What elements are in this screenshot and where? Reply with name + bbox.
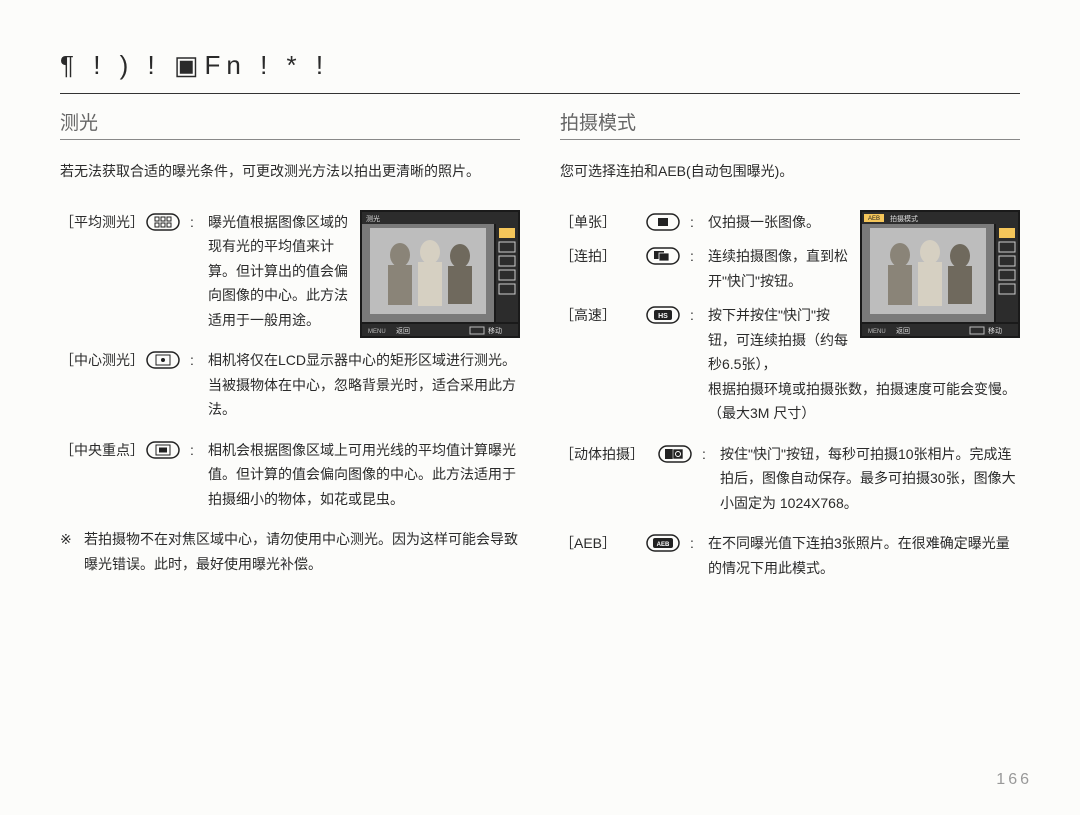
lcd-preview-right: AEB 拍摄模式 MENU 返回 移动 (860, 210, 1020, 338)
item-colon: : (190, 348, 208, 422)
svg-text:拍摄模式: 拍摄模式 (890, 214, 918, 223)
drive-top-wrap: ［单张］ : 仅拍摄一张图像。 ［连拍］ (560, 210, 1020, 377)
lcd-preview-left: 测光 MENU 返回 移动 (360, 210, 520, 338)
metering-item-2: ［中心测光］ : 相机将仅在LCD显示器中心的矩形区域进行测光。当被摄物体在中心… (60, 348, 520, 422)
page-number: 166 (996, 771, 1032, 789)
item-colon: : (690, 210, 708, 235)
columns-container: 测光 若无法获取合适的曝光条件，可更改测光方法以拍出更清晰的照片。 ［平均测光］ (60, 108, 1020, 596)
svg-text:HS: HS (658, 313, 668, 320)
drive-item-1: ［单张］ : 仅拍摄一张图像。 (560, 210, 850, 235)
item-desc: 在不同曝光值下连拍3张照片。在很难确定曝光量的情况下用此模式。 (708, 531, 1020, 580)
svg-text:AEB: AEB (657, 542, 670, 548)
item-colon: : (690, 244, 708, 293)
svg-text:MENU: MENU (868, 329, 886, 335)
item-desc: 按住"快门"按钮，每秒可拍摄10张相片。完成连拍后，图像自动保存。最多可拍摄30… (720, 442, 1020, 516)
item-label: ［AEB］ (560, 531, 646, 580)
svg-text:测光: 测光 (366, 214, 380, 223)
drive-rule (560, 139, 1020, 140)
metering-item-3: ［中央重点］ : 相机会根据图像区域上可用光线的平均值计算曝光值。但计算的值会偏… (60, 438, 520, 512)
item-desc: 相机会根据图像区域上可用光线的平均值计算曝光值。但计算的值会偏向图像的中心。此方… (208, 438, 520, 512)
motion-icon (658, 442, 702, 516)
drive-item-2: ［连拍］ : 连续拍摄图像，直到松开"快门"按钮。 (560, 244, 850, 293)
hs-icon: HS (646, 303, 690, 377)
item-colon: : (702, 442, 720, 516)
item-label: ［单张］ (560, 210, 646, 235)
item-label: ［连拍］ (560, 244, 646, 293)
item-colon: : (190, 438, 208, 512)
drive-heading: 拍摄模式 (560, 108, 1020, 135)
metering-item-1-wrap: ［平均测光］ : 曝光值根据图像区域的现有光的平均值来计算。但计算出的值会偏向图… (60, 210, 520, 333)
note-mark: ※ (60, 527, 84, 576)
item-desc: 曝光值根据图像区域的现有光的平均值来计算。但计算出的值会偏向图像的中心。此方法适… (208, 210, 350, 333)
item-colon: : (190, 210, 208, 333)
drive-item-3-cont: 根据拍摄环境或拍摄张数，拍摄速度可能会变慢。（最大3M 尺寸） (560, 377, 1020, 426)
metering-rule (60, 139, 520, 140)
item-colon: : (690, 303, 708, 377)
item-label: ［高速］ (560, 303, 646, 377)
item-desc: 连续拍摄图像，直到松开"快门"按钮。 (708, 244, 850, 293)
drive-intro: 您可选择连拍和AEB(自动包围曝光)。 (560, 160, 1020, 184)
right-column: 拍摄模式 您可选择连拍和AEB(自动包围曝光)。 ［单张］ : 仅拍摄一张图像。 (560, 108, 1020, 596)
metering-note: ※ 若拍摄物不在对焦区域中心，请勿使用中心测光。因为这样可能会导致曝光错误。此时… (60, 527, 520, 576)
note-text: 若拍摄物不在对焦区域中心，请勿使用中心测光。因为这样可能会导致曝光错误。此时，最… (84, 527, 520, 576)
item-desc: 相机将仅在LCD显示器中心的矩形区域进行测光。当被摄物体在中心，忽略背景光时，适… (208, 348, 520, 422)
drive-item-5: ［AEB］ AEB : 在不同曝光值下连拍3张照片。在很难确定曝光量的情况下用此… (560, 531, 1020, 580)
page-title: ¶ ! ) ! ▣Fn ! * ! (60, 50, 1020, 81)
item-desc: 按下并按住"快门"按钮，可连续拍摄（约每秒6.5张）， (708, 303, 850, 377)
metering-intro: 若无法获取合适的曝光条件，可更改测光方法以拍出更清晰的照片。 (60, 160, 520, 184)
svg-text:MENU: MENU (368, 329, 386, 335)
icon-spacer (646, 377, 690, 426)
item-label: ［中心测光］ (60, 348, 146, 422)
svg-text:移动: 移动 (988, 326, 1002, 335)
svg-text:AEB: AEB (868, 216, 880, 222)
aeb-icon: AEB (646, 531, 690, 580)
item-label: ［动体拍摄］ (560, 442, 658, 516)
svg-text:返回: 返回 (896, 327, 910, 335)
center-frame-icon (146, 438, 190, 512)
multi-square-icon (146, 210, 190, 333)
item-desc-cont: 根据拍摄环境或拍摄张数，拍摄速度可能会变慢。（最大3M 尺寸） (708, 377, 1020, 426)
item-desc: 仅拍摄一张图像。 (708, 210, 850, 235)
single-rect-icon (646, 210, 690, 235)
title-rule (60, 93, 1020, 94)
item-colon: : (690, 531, 708, 580)
svg-text:返回: 返回 (396, 327, 410, 335)
left-column: 测光 若无法获取合适的曝光条件，可更改测光方法以拍出更清晰的照片。 ［平均测光］ (60, 108, 520, 596)
item-label: ［平均测光］ (60, 210, 146, 333)
drive-item-4: ［动体拍摄］ : 按住"快门"按钮，每秒可拍摄10张相片。完成连拍后，图像自动保… (560, 442, 1020, 516)
center-dot-icon (146, 348, 190, 422)
item-label-spacer (560, 377, 646, 426)
stack-rect-icon (646, 244, 690, 293)
colon-spacer (690, 377, 708, 426)
svg-text:移动: 移动 (488, 326, 502, 335)
drive-item-3-top: ［高速］ HS : 按下并按住"快门"按钮，可连续拍摄（约每秒6.5张）， (560, 303, 850, 377)
metering-heading: 测光 (60, 108, 520, 135)
item-label: ［中央重点］ (60, 438, 146, 512)
